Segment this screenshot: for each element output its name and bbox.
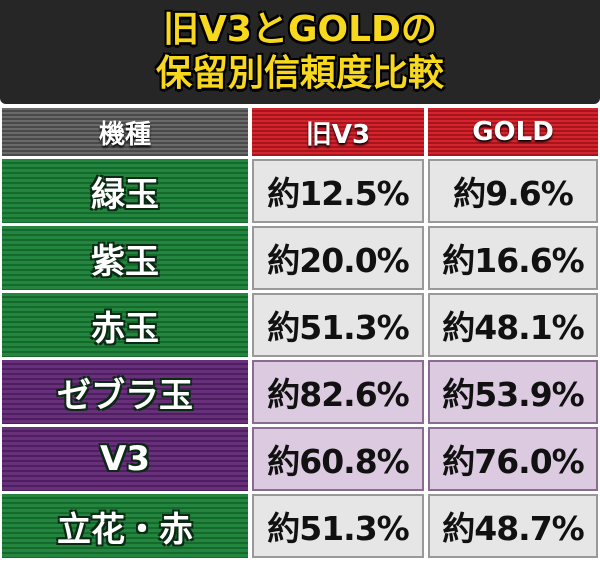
header-cell: GOLD	[428, 108, 598, 156]
row-label: 赤玉	[2, 293, 248, 357]
value-cell: 約60.8%	[252, 427, 424, 491]
value-cell: 約76.0%	[428, 427, 598, 491]
value-cell: 約51.3%	[252, 494, 424, 558]
value-cell: 約9.6%	[428, 159, 598, 223]
value-cell: 約82.6%	[252, 360, 424, 424]
title-line: 旧V3とGOLDの	[163, 9, 437, 50]
value-cell: 約48.1%	[428, 293, 598, 357]
value-cell: 約12.5%	[252, 159, 424, 223]
value-cell: 約48.7%	[428, 494, 598, 558]
header-cell: 機種	[2, 108, 248, 156]
row-label: 緑玉	[2, 159, 248, 223]
value-cell: 約51.3%	[252, 293, 424, 357]
title-banner: 旧V3とGOLDの 保留別信頼度比較	[0, 0, 600, 104]
comparison-table: 機種 旧V3 GOLD 緑玉 約12.5% 約9.6% 紫玉 約20.0% 約1…	[2, 108, 598, 558]
row-label: 紫玉	[2, 226, 248, 290]
value-cell: 約20.0%	[252, 226, 424, 290]
row-label: 立花・赤	[2, 494, 248, 558]
row-label: ゼブラ玉	[2, 360, 248, 424]
title-line: 保留別信頼度比較	[155, 53, 444, 94]
header-cell: 旧V3	[252, 108, 424, 156]
value-cell: 約53.9%	[428, 360, 598, 424]
value-cell: 約16.6%	[428, 226, 598, 290]
row-label: V3	[2, 427, 248, 491]
